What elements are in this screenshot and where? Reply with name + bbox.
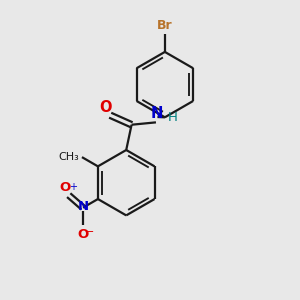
Text: O: O <box>59 181 71 194</box>
Text: N: N <box>77 200 88 213</box>
Text: H: H <box>168 111 178 124</box>
Text: O: O <box>100 100 112 115</box>
Text: O: O <box>77 228 88 241</box>
Text: −: − <box>85 227 94 237</box>
Text: CH₃: CH₃ <box>59 152 80 162</box>
Text: N: N <box>151 106 163 121</box>
Text: +: + <box>69 182 77 192</box>
Text: Br: Br <box>157 19 173 32</box>
